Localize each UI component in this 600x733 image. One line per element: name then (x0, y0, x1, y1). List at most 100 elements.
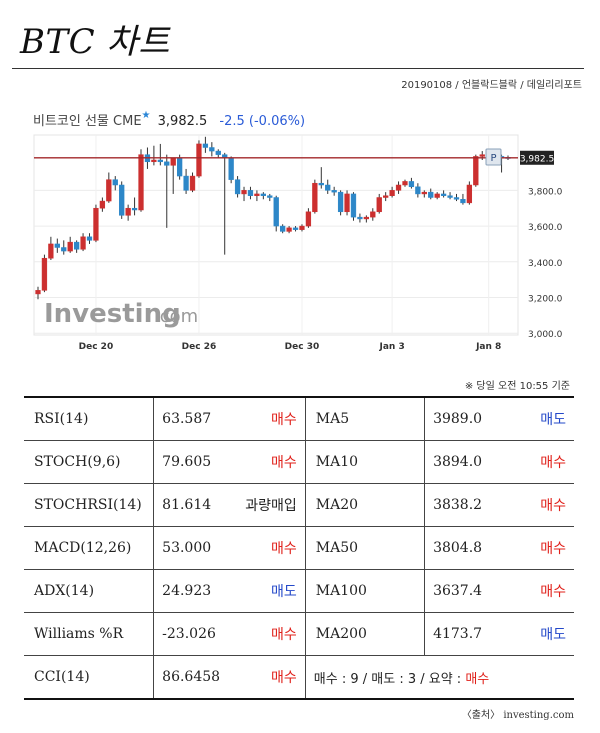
indicator-name: RSI(14) (24, 396, 155, 441)
as-of-note: ※ 당일 오전 10:55 기준 (464, 381, 570, 392)
candle-body (395, 184, 402, 191)
candle-body (54, 243, 60, 248)
x-tick-label: Jan 8 (475, 342, 501, 352)
plot-area (33, 134, 519, 336)
indicator-action: 과량매입 (229, 483, 306, 527)
candle-body (157, 159, 163, 163)
candle-body (61, 247, 67, 252)
ma-value: 4173.7 (424, 612, 499, 656)
indicator-action: 매수 (229, 612, 306, 656)
candle-body (80, 236, 86, 250)
candle-body (447, 195, 453, 198)
candle-body (273, 197, 279, 227)
page-title: BTC 차트 (20, 22, 171, 62)
ma-action: 매수 (498, 526, 574, 570)
indicator-value: 86.6458 (153, 655, 230, 700)
candle-body (202, 143, 209, 148)
candle-body (209, 147, 215, 152)
indicator-value: 63.587 (153, 396, 230, 441)
candle-body (440, 193, 447, 196)
p-marker: P (490, 153, 496, 164)
candle-body (241, 190, 247, 195)
ma-action: 매수 (498, 483, 574, 527)
ma-action: 매도 (498, 612, 574, 656)
candle-body (460, 199, 466, 204)
candle-body (370, 211, 376, 218)
candle-body (434, 193, 440, 198)
candle-body (151, 159, 157, 163)
table-row: RSI(14) 63.587 매수 MA5 3989.0 매도 (24, 396, 574, 441)
indicator-name: MACD(12,26) (24, 526, 155, 570)
candle-body (292, 227, 299, 230)
candles (35, 136, 511, 300)
price-label: 3,982.5 (520, 154, 554, 164)
y-tick-label: 3,200.0 (528, 295, 563, 305)
candle-body (234, 179, 241, 195)
indicator-value: -23.026 (153, 612, 230, 656)
indicator-action: 매수 (229, 396, 306, 441)
candle-body (138, 154, 144, 211)
ma-name: MA20 (305, 483, 426, 527)
candle-body (86, 236, 93, 241)
candle-body (35, 290, 41, 295)
ma-value: 3838.2 (424, 483, 499, 527)
candle-body (260, 193, 266, 196)
ma-action: 매도 (498, 396, 574, 441)
watermark-suffix: .com (154, 306, 198, 327)
ma-name: MA100 (305, 569, 426, 613)
ma-name: MA200 (305, 612, 426, 656)
indicator-action: 매수 (229, 655, 306, 700)
candle-body (357, 216, 363, 220)
candle-body (48, 243, 54, 259)
candle-body (183, 175, 189, 191)
ma-value: 3894.0 (424, 440, 499, 484)
instrument-name: 비트코인 선물 CME (33, 114, 142, 129)
candle-body (73, 241, 80, 250)
candle-body (164, 161, 170, 166)
indicator-name: Williams %R (24, 612, 155, 656)
x-axis: Dec 20 Dec 26 Dec 30 Jan 3 Jan 8 (79, 342, 502, 352)
candle-body (389, 190, 395, 196)
candle-body (196, 143, 202, 177)
indicator-action: 매수 (229, 440, 306, 484)
candle-body (67, 241, 73, 252)
candle-body (280, 225, 286, 232)
ma-action: 매수 (498, 569, 574, 613)
table-row: STOCH(9,6) 79.605 매수 MA10 3894.0 매수 (24, 440, 574, 484)
table-row: STOCHRSI(14) 81.614 과량매입 MA20 3838.2 매수 (24, 483, 574, 527)
indicator-name: STOCH(9,6) (24, 440, 155, 484)
summary-result: 매수 (465, 671, 490, 687)
candle-body (112, 179, 118, 186)
candle-body (415, 186, 421, 195)
indicator-value: 79.605 (153, 440, 230, 484)
chart-grid (33, 134, 519, 336)
table-row: Williams %R -23.026 매수 MA200 4173.7 매도 (24, 612, 574, 656)
y-tick-label: 3,600.0 (528, 223, 563, 233)
candle-body (421, 191, 427, 195)
candle-body (215, 150, 221, 155)
price-label-box (520, 150, 554, 165)
candle-body (286, 227, 292, 232)
ma-name: MA5 (305, 396, 426, 441)
candle-body (466, 184, 473, 204)
candle-body (299, 225, 305, 230)
ma-value: 3989.0 (424, 396, 499, 441)
x-tick-label: Dec 30 (285, 342, 320, 352)
ma-name: MA10 (305, 440, 426, 484)
candle-body (402, 181, 408, 186)
candle-body (408, 181, 415, 188)
candle-body (453, 197, 460, 200)
candlestick-chart: Investing .com 3,982.5P Dec 20 Dec 26 Dec … (33, 134, 563, 352)
quote-price: 3,982.5 (157, 114, 208, 129)
indicator-table: RSI(14) 63.587 매수 MA5 3989.0 매도 STOCH(9,6) 79.6… (24, 396, 574, 700)
x-tick-label: Dec 20 (79, 342, 114, 352)
candle-body (170, 157, 176, 166)
candle-body (350, 193, 357, 218)
candle-body (305, 211, 312, 227)
candle-body (479, 154, 485, 157)
indicator-value: 24.923 (153, 569, 230, 613)
candle-body (383, 195, 389, 198)
current-price-line: 3,982.5 P (34, 148, 554, 166)
candle-body (325, 184, 331, 191)
star-icon: ★ (141, 110, 151, 121)
